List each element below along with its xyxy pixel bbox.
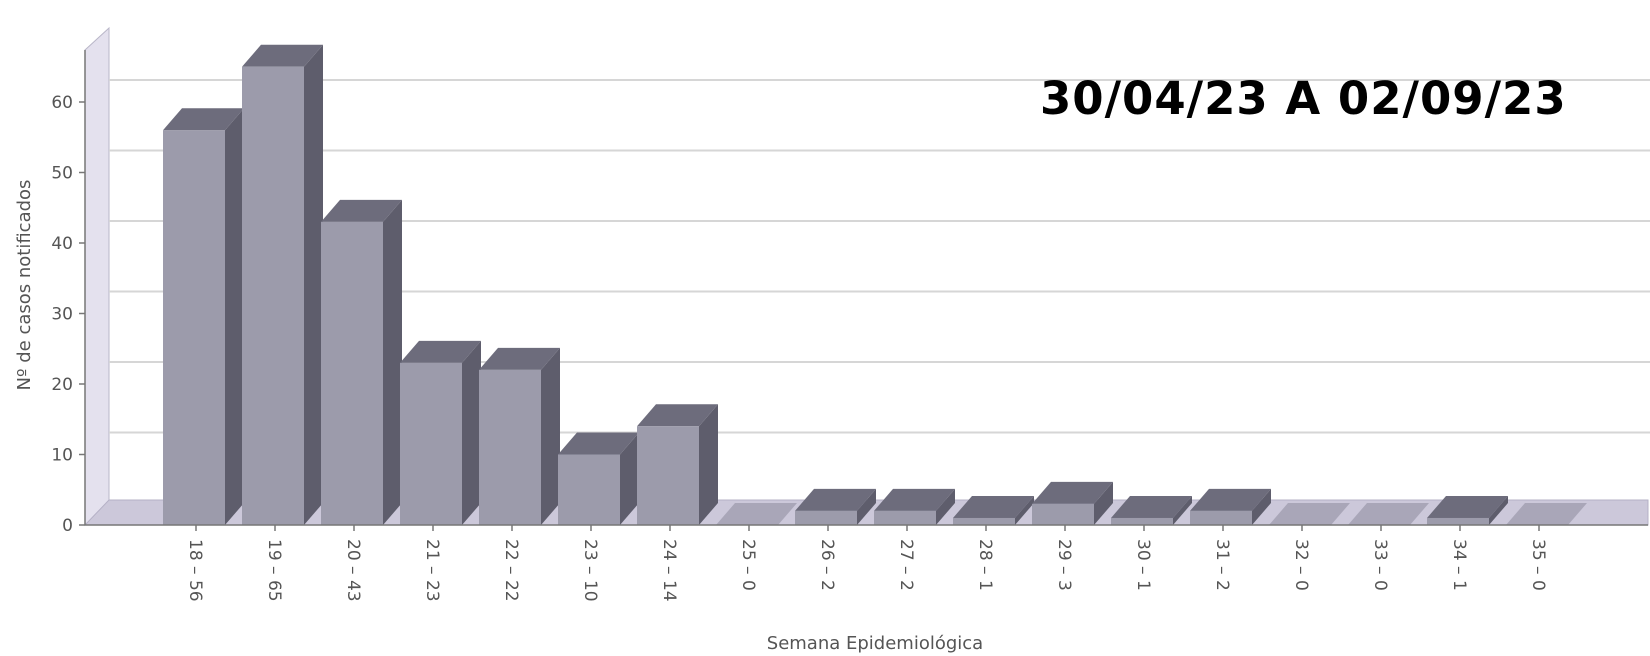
y-axis-label: Nº de casos notificados	[14, 180, 35, 391]
bar	[1506, 503, 1587, 525]
bar-top	[1427, 495, 1508, 518]
bar-front	[1032, 503, 1094, 525]
bar-side	[1015, 495, 1034, 525]
bar-front	[1427, 517, 1489, 525]
x-tick-label: 33 – 0	[1370, 539, 1390, 591]
y-tick-label: 10	[51, 446, 73, 466]
bar	[400, 340, 481, 525]
x-axis-ticks: 18 – 56 19 – 65 20 – 43 21 – 23 22 – 22 23 – …	[85, 524, 1648, 602]
bar-front	[400, 362, 462, 525]
x-tick-label: 29 – 3	[1054, 539, 1074, 591]
bar-side	[541, 347, 560, 525]
x-tick-label: 26 – 2	[817, 539, 837, 591]
bar-top	[400, 340, 481, 363]
x-tick-label: 22 – 22	[501, 539, 521, 602]
bar	[953, 495, 1034, 525]
bar-side	[383, 199, 402, 525]
bar-front	[795, 510, 857, 525]
bar-top	[795, 488, 876, 511]
x-tick-label: 32 – 0	[1291, 539, 1311, 591]
bar-side	[857, 488, 876, 525]
bar-side	[304, 44, 323, 525]
bar	[1032, 481, 1113, 525]
y-tick-label: 0	[62, 516, 73, 536]
x-tick-label: 34 – 1	[1449, 539, 1469, 591]
bar-front	[479, 369, 541, 525]
bar	[716, 503, 797, 525]
bar-front	[953, 517, 1015, 525]
x-tick-label: 20 – 43	[343, 539, 363, 602]
x-tick-label: 21 – 23	[422, 539, 442, 602]
bar	[795, 488, 876, 525]
side-wall	[84, 26, 110, 527]
bar-top	[1032, 481, 1113, 504]
x-tick-label: 35 – 0	[1528, 539, 1548, 591]
bar-front	[1190, 510, 1252, 525]
bars-group	[163, 44, 1587, 525]
x-tick-label: 18 – 56	[185, 539, 205, 602]
y-axis-ticks: 0 10 20 30 40 50 60	[51, 50, 86, 536]
bar-side	[1094, 481, 1113, 525]
bar	[321, 199, 402, 525]
y-tick-label: 40	[51, 234, 73, 254]
bar-zero-slab	[716, 503, 797, 525]
bar-top	[637, 404, 718, 427]
bar-top	[242, 44, 323, 67]
bar	[1190, 488, 1271, 525]
x-tick-label: 23 – 10	[580, 539, 600, 602]
bar-side	[1173, 495, 1192, 525]
x-tick-label: 24 – 14	[659, 539, 679, 602]
bar-top	[558, 432, 639, 455]
bar-top	[874, 488, 955, 511]
bar-front	[242, 66, 304, 525]
x-axis-label: Semana Epidemiológica	[767, 633, 983, 654]
bar-front	[637, 426, 699, 525]
bar-side	[225, 108, 244, 525]
bar-top	[953, 495, 1034, 518]
y-tick-label: 50	[51, 164, 73, 184]
x-tick-label: 27 – 2	[896, 539, 916, 591]
y-tick-label: 30	[51, 305, 73, 325]
bar-top	[321, 199, 402, 222]
bar	[1348, 503, 1429, 525]
bar	[1269, 503, 1350, 525]
bar-zero-slab	[1506, 503, 1587, 525]
bar-top	[163, 108, 244, 131]
x-tick-label: 19 – 65	[264, 539, 284, 602]
y-tick-label: 20	[51, 375, 73, 395]
x-tick-label: 28 – 1	[975, 539, 995, 591]
x-tick-label: 31 – 2	[1212, 539, 1232, 591]
bar-side	[620, 432, 639, 525]
bar-zero-slab	[1348, 503, 1429, 525]
bar	[874, 488, 955, 525]
bar-side	[1252, 488, 1271, 525]
bar	[1111, 495, 1192, 525]
bar-top	[1190, 488, 1271, 511]
bar-side	[699, 404, 718, 525]
bar-front	[874, 510, 936, 525]
x-tick-label: 30 – 1	[1133, 539, 1153, 591]
bar	[558, 432, 639, 525]
bar	[1427, 495, 1508, 525]
bar-zero-slab	[1269, 503, 1350, 525]
bar	[242, 44, 323, 525]
bar-front	[321, 221, 383, 525]
bar-side	[936, 488, 955, 525]
bar-side	[1489, 495, 1508, 525]
bar-top	[479, 347, 560, 370]
bar-side	[462, 340, 481, 525]
bar-front	[163, 130, 225, 525]
bar-front	[1111, 517, 1173, 525]
x-tick-label: 25 – 0	[738, 539, 758, 591]
bar	[479, 347, 560, 525]
period-label: 30/04/23 A 02/09/23	[1040, 72, 1567, 125]
bar-top	[1111, 495, 1192, 518]
y-tick-label: 60	[51, 93, 73, 113]
bar	[163, 108, 244, 525]
bar	[637, 404, 718, 525]
bar-front	[558, 454, 620, 525]
